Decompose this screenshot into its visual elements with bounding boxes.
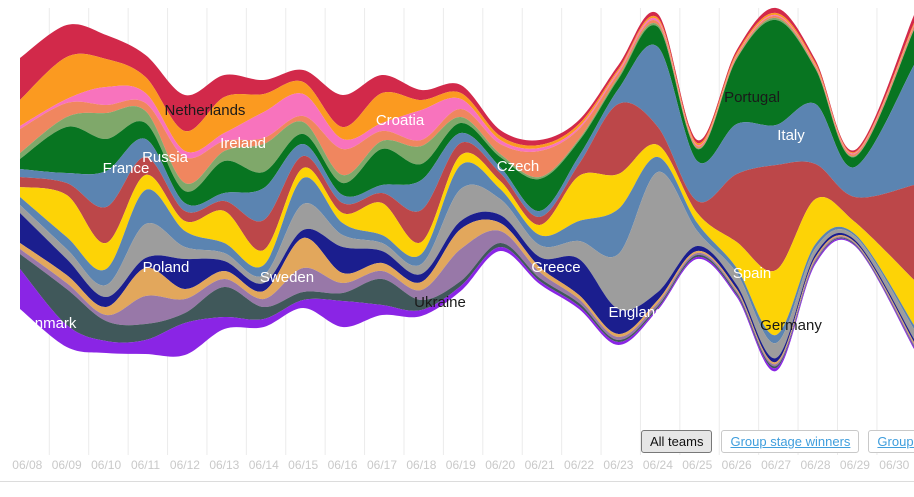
team-label-italy: Italy xyxy=(777,127,805,144)
stream-band-greece[interactable] xyxy=(20,211,914,363)
team-label-france: France xyxy=(103,160,150,177)
stream-bands-group xyxy=(20,7,914,372)
team-label-portugal: Portugal xyxy=(724,89,780,106)
group-stage-winners-button[interactable]: Group stage winners xyxy=(721,430,860,453)
axis-baseline xyxy=(0,481,914,482)
team-label-poland: Poland xyxy=(143,259,190,276)
team-label-england: England xyxy=(608,304,663,321)
all-teams-button[interactable]: All teams xyxy=(641,430,713,453)
team-label-sweden: Sweden xyxy=(260,269,314,286)
team-label-netherlands: Netherlands xyxy=(165,102,246,119)
stream-band-spain[interactable] xyxy=(20,102,914,280)
stream-band-ireland[interactable] xyxy=(20,17,914,192)
stream-band-england[interactable] xyxy=(20,171,914,359)
team-label-denmark: Denmark xyxy=(16,315,77,332)
stream-band-czech[interactable] xyxy=(20,15,914,184)
team-label-croatia: Croatia xyxy=(376,112,425,129)
stream-band-netherlands[interactable] xyxy=(20,12,914,154)
team-label-germany: Germany xyxy=(760,317,822,334)
team-label-ireland: Ireland xyxy=(220,135,266,152)
group-stage-out-button[interactable]: Group stage out xyxy=(868,430,914,453)
stream-band-ukraine[interactable] xyxy=(20,230,914,367)
team-label-spain: Spain xyxy=(733,265,771,282)
team-label-greece: Greece xyxy=(531,259,580,276)
team-label-russia: Russia xyxy=(142,149,189,166)
stream-band-portugal[interactable] xyxy=(20,19,914,212)
filter-controls: All teams Group stage winners Group stag… xyxy=(641,430,914,453)
stream-band-italy[interactable] xyxy=(20,44,914,222)
team-label-ukraine: Ukraine xyxy=(414,294,466,311)
team-label-czech: Czech xyxy=(497,158,540,175)
stream-band-sweden[interactable] xyxy=(20,219,914,365)
team-labels-group: Russia Netherlands Croatia Czech Ireland Port… xyxy=(16,89,823,334)
